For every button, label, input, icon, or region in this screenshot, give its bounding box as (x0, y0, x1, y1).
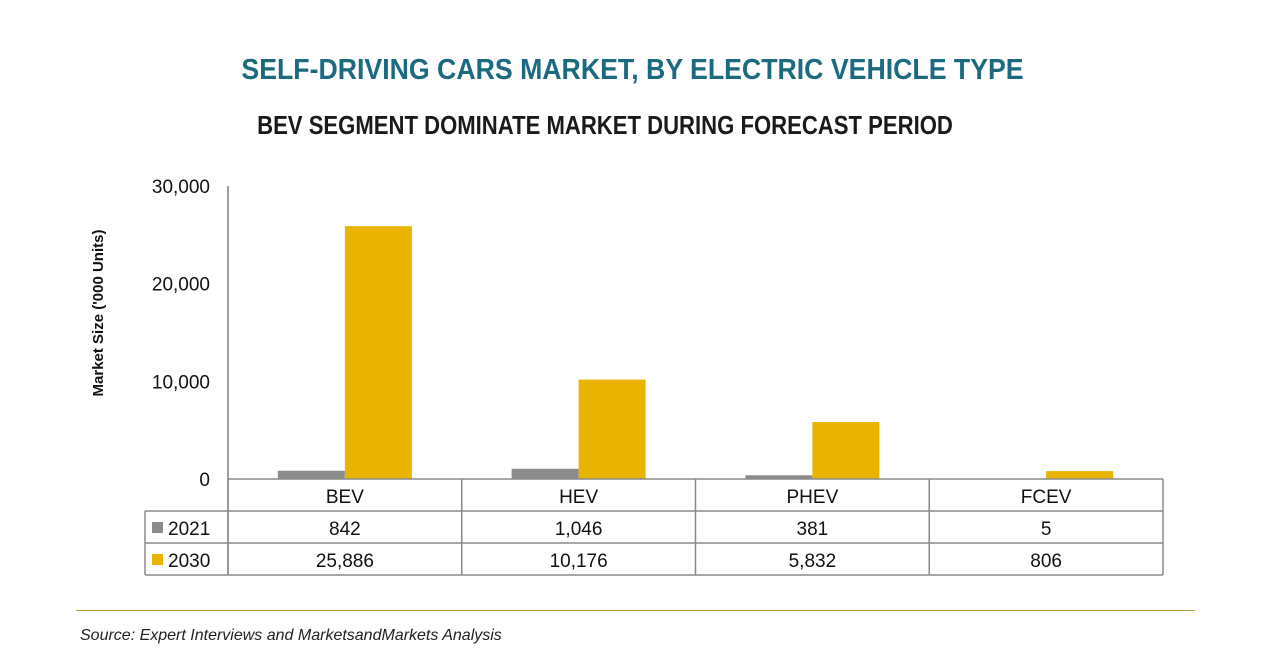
bar-2030-phev (812, 422, 880, 479)
data-label: 25,886 (316, 551, 374, 572)
bar-2030-bev (344, 226, 412, 479)
legend-swatch-2030 (152, 554, 163, 565)
chart-title: SELF-DRIVING CARS MARKET, BY ELECTRIC VE… (241, 54, 1024, 86)
x-tick-label: BEV (326, 487, 364, 508)
x-tick-label: FCEV (1021, 487, 1072, 508)
legend-label-2030: 2030 (168, 551, 210, 572)
bar-2030-hev (578, 379, 646, 479)
y-axis: 0 10,000 20,000 30,000 (152, 177, 229, 575)
data-label: 5 (1041, 519, 1052, 540)
x-tick-label: HEV (559, 487, 598, 508)
data-label: 381 (797, 519, 829, 540)
bar-2030-fcev (1046, 471, 1114, 479)
data-label: 10,176 (550, 551, 608, 572)
chart-subtitle: BEV SEGMENT DOMINATE MARKET DURING FOREC… (257, 110, 953, 140)
bar-2021-bev (277, 470, 345, 479)
bars (277, 226, 1114, 480)
footer-divider (76, 610, 1195, 611)
data-label: 5,832 (789, 551, 837, 572)
bar-2021-hev (511, 468, 579, 479)
data-label: 806 (1030, 551, 1062, 572)
legend-swatch-2021 (152, 522, 163, 533)
data-table: BEV 842 25,886 HEV 1,046 10,176 PHEV 381 5,832 FC… (144, 478, 1164, 576)
y-tick-label: 30,000 (152, 177, 210, 198)
y-tick-label: 10,000 (152, 372, 210, 393)
legend-label-2021: 2021 (168, 519, 210, 540)
y-tick-label: 20,000 (152, 275, 210, 296)
y-tick-label: 0 (199, 470, 210, 491)
x-tick-label: PHEV (787, 487, 839, 508)
y-axis-label: Market Size ('000 Units) (90, 230, 107, 397)
data-label: 1,046 (555, 519, 603, 540)
bar-2021-phev (745, 475, 813, 479)
source-note: Source: Expert Interviews and Marketsand… (80, 627, 502, 644)
data-label: 842 (329, 519, 361, 540)
